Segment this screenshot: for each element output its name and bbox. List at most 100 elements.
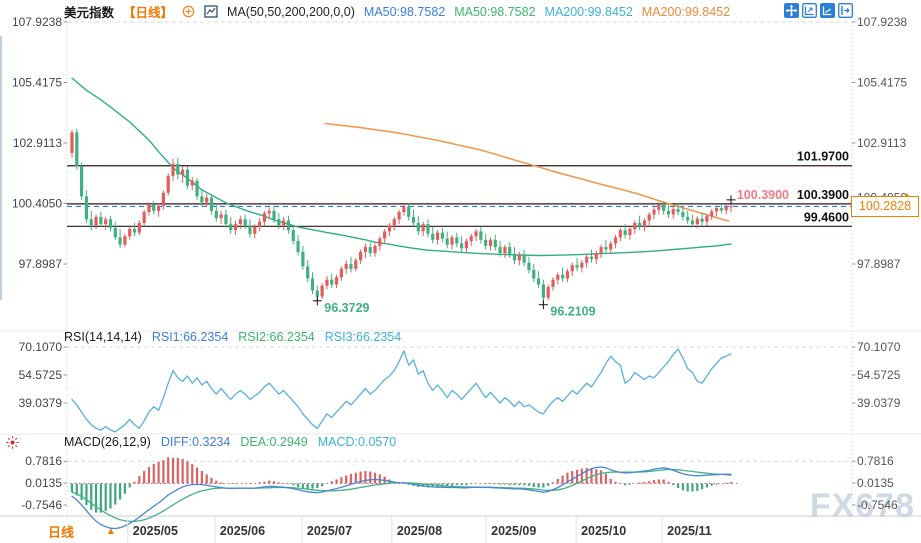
candle-body [320,285,324,297]
candle-body [479,231,483,240]
candle-body [325,279,329,286]
candle-body [142,212,146,223]
candle-body [561,274,565,279]
y-axis-label-right: 107.9238 [857,15,907,29]
candle-body [517,254,521,261]
candle-body [118,237,122,245]
tab-daily-period[interactable]: 日线 ▲ [48,522,116,541]
candle-body [363,247,368,252]
candle-body [253,226,257,234]
candle-body [536,278,541,285]
candle-body [156,206,161,211]
dea-line [71,468,732,523]
hline-label: 99.4600 [804,210,849,224]
x-axis: 2025/05 2025/06 2025/07 2025/08 2025/09 2025/… [127,517,712,543]
hline-label: 100.3900 [797,188,849,202]
y-axis-label-right: 105.4175 [857,75,907,89]
candle-body [84,196,89,220]
candle-body [464,241,469,249]
candle-body [508,247,512,255]
candle-body [589,256,594,260]
macd-settings: MACD(26,12,9) [64,435,151,449]
macd-panel: 0.7816 0.7816 0.0135 0.0135 -0.7546 -0.7546 [21,454,898,530]
candle-body [310,278,315,291]
axis-scale-icon[interactable] [820,3,835,18]
add-indicator-icon[interactable] [182,5,195,18]
candle-body [681,212,685,217]
fit-chart-icon[interactable] [802,3,817,18]
candle-body [541,284,545,298]
move-tool-icon[interactable] [784,3,799,18]
x-axis-date-label: 2025/08 [397,524,442,538]
candle-body [407,206,411,217]
candle-body [70,132,74,153]
y-axis-label-left: 107.9238 [12,15,62,29]
x-axis-date-label: 2025/11 [667,524,712,538]
annotations: 96.3729 96.2109 100.3900 [312,188,789,319]
pan-right-icon[interactable] [838,3,853,18]
candles [70,128,733,305]
tab-label: 日线 [48,525,75,540]
candle-body [527,262,531,270]
rsi3-value: RSI3:66.2354 [324,330,402,344]
rsi-line [71,348,732,433]
candle-body [339,268,343,278]
candle-body [171,163,175,176]
candle-body [522,254,526,263]
rsi1-value: RSI1:66.2354 [151,330,229,344]
tab-up-arrow-icon: ▲ [106,526,116,537]
candle-body [306,266,310,279]
candle-body [257,221,262,227]
candle-body [512,254,517,261]
candle-body [594,253,598,260]
candle-body [176,163,180,175]
candle-body [195,180,199,197]
candle-body [695,218,699,225]
candle-body [647,214,651,221]
candle-body [248,225,252,234]
candle-body [435,232,440,240]
high-price-flag: 100.3900 [737,188,789,202]
candle-body [633,222,637,229]
watermark: FX678 [809,487,915,525]
candle-body [637,222,642,227]
candle-body [359,251,363,261]
candle-body [565,271,570,279]
candle-body [128,228,132,237]
candle-body [282,220,286,226]
period-tag: 【日线】 [123,6,174,20]
candle-body [277,219,281,226]
candle-body [585,256,589,263]
candle-body [460,243,464,249]
chart-type-icon[interactable] [204,5,218,18]
candle-body [330,279,334,285]
chart-header: 美元指数 【日线】 MA(50,50,200,200,0,0) MA50:98.7… [64,2,730,21]
ma-settings: MA(50,50,200,200,0,0) [227,4,355,19]
candle-body [123,236,127,245]
candle-body [551,279,555,287]
symbol-name: 美元指数 [64,6,115,20]
candle-body [474,231,478,237]
candle-body [272,210,276,220]
x-axis-date-label: 2025/10 [581,524,626,538]
ma200-value-2: MA200:99.8452 [641,4,731,19]
candle-body [575,265,579,268]
candle-body [205,197,209,203]
candle-body [334,277,339,285]
candle-body [383,231,387,239]
candle-body [570,265,574,272]
candle-body [89,219,93,226]
candle-body [368,247,372,254]
candle-body [80,166,84,197]
candle-body [349,263,353,269]
low-price-annotation: 96.3729 [324,301,369,315]
candle-body [190,180,194,186]
candle-body [219,214,223,219]
rsi-header: RSI(14,14,14) RSI1:66.2354 RSI2:66.2354 … [64,330,401,344]
rsi-axis-label-left: 39.0379 [19,396,63,410]
left-scroll-strip[interactable] [0,36,2,300]
candle-body [262,213,266,222]
x-axis-date-label: 2025/05 [133,524,178,538]
macd-axis-label-right: 0.7816 [857,454,894,468]
